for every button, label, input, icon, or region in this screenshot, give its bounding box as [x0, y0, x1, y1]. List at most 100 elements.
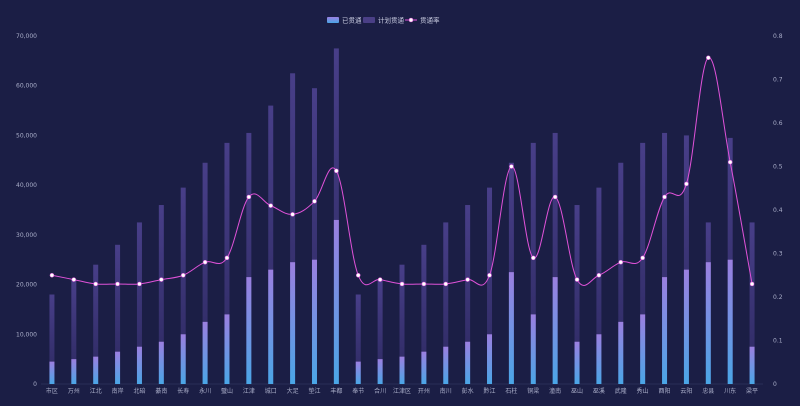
rate-point [727, 159, 733, 165]
y-right-tick-label: 0.4 [773, 207, 783, 214]
x-tick-label: 秀山 [637, 387, 649, 395]
y-axis-right: 0 0.1 0.2 0.3 0.4 0.5 0.6 0.7 0.8 [773, 33, 783, 388]
rate-point [618, 259, 624, 265]
rate-point [334, 168, 339, 174]
plan-bar [574, 205, 580, 384]
x-axis-labels: 市区 万州 江北 南岸 北碚 綦南 长寿 永川 璧山 江津 城口 大足 垫江 丰都 奉节 合川 江津区 开州 南川 彭… [46, 387, 758, 395]
x-tick-label: 铜梁 [527, 387, 539, 395]
legend-label-plan: 计划贯通 [378, 15, 405, 24]
x-tick-label: 市区 [46, 387, 58, 395]
actual-bar [136, 346, 142, 384]
y-right-tick-label: 0.3 [773, 251, 783, 258]
y-right-tick-label: 0.6 [773, 120, 783, 127]
rate-point [290, 212, 295, 217]
rate-line [51, 57, 753, 286]
actual-bar [49, 361, 55, 384]
x-tick-label: 綦南 [155, 387, 167, 395]
x-tick-label: 江北 [90, 387, 102, 395]
legend-swatch-plan [363, 17, 375, 23]
x-tick-label: 城口 [265, 388, 277, 395]
rate-point [465, 277, 470, 282]
x-tick-label: 武隆 [615, 387, 627, 395]
actual-bar [71, 359, 77, 384]
actual-bar [683, 269, 689, 384]
x-tick-label: 石柱 [505, 387, 517, 395]
y-left-tick-label: 50,000 [16, 132, 37, 139]
rate-point [640, 255, 645, 261]
y-right-tick-label: 0.2 [773, 294, 783, 301]
actual-bar [552, 277, 558, 384]
x-tick-label: 万州 [68, 388, 80, 395]
rate-point [487, 273, 492, 278]
actual-bar [618, 321, 624, 384]
plan-bar [180, 187, 186, 384]
x-tick-label: 黔江 [484, 387, 496, 395]
rate-point [443, 281, 449, 287]
rate-point [246, 194, 252, 200]
actual-bar [311, 259, 317, 384]
actual-bar [377, 359, 383, 384]
x-tick-label: 忠县 [702, 387, 714, 395]
x-tick-label: 江津 [243, 388, 255, 395]
x-tick-label: 奉节 [352, 387, 364, 395]
x-tick-label: 北碚 [133, 387, 145, 395]
y-right-tick-label: 0.8 [773, 33, 783, 40]
plan-bar [202, 162, 208, 384]
plan-bar [71, 279, 77, 384]
y-left-tick-label: 40,000 [16, 182, 37, 189]
legend-swatch-rate-point [408, 17, 414, 23]
plan-bar [618, 162, 624, 384]
x-tick-label: 垫江 [308, 387, 320, 395]
actual-bar [465, 341, 471, 384]
actual-bar [180, 334, 186, 384]
rate-point [421, 281, 427, 287]
y-left-tick-label: 60,000 [16, 83, 37, 90]
y-right-tick-label: 0.7 [773, 77, 783, 84]
rate-point [706, 55, 711, 60]
actual-bar [640, 314, 646, 384]
plan-bar [158, 205, 164, 384]
plan-bar [377, 279, 383, 384]
plan-bar [268, 105, 274, 384]
plan-bar [136, 222, 142, 384]
plan-bar [421, 244, 427, 384]
rate-point [49, 273, 55, 278]
actual-bar [574, 341, 580, 384]
x-tick-label: 云阳 [680, 387, 692, 395]
y-axis-left: 0 10,000 20,000 30,000 40,000 50,000 60,000 70,… [16, 33, 37, 388]
plan-bar [443, 222, 449, 384]
actual-bar [508, 272, 514, 384]
legend-swatch-actual [327, 17, 339, 23]
y-right-tick-label: 0 [773, 381, 777, 388]
plan-bar [640, 142, 646, 384]
actual-bar [158, 341, 164, 384]
plan-bar [49, 294, 55, 384]
rate-point [531, 255, 536, 261]
plan-bar [290, 73, 296, 385]
actual-bar [115, 351, 121, 384]
rate-point [355, 273, 361, 278]
x-tick-label: 大足 [287, 387, 299, 395]
y-left-tick-label: 30,000 [16, 232, 37, 239]
actual-bar [290, 262, 296, 384]
actual-bar [727, 259, 733, 384]
plan-bar [530, 142, 536, 384]
rate-point [552, 194, 558, 200]
x-tick-label: 彭水 [462, 387, 474, 395]
y-left-tick-label: 10,000 [16, 331, 37, 338]
x-tick-label: 南岸 [112, 387, 124, 395]
rate-point [180, 273, 186, 278]
y-right-tick-label: 0.5 [773, 164, 783, 171]
plan-bars [49, 48, 755, 385]
y-left-tick-label: 70,000 [16, 33, 37, 40]
x-tick-label: 璧山 [221, 387, 233, 395]
actual-bar [443, 346, 449, 384]
rate-point [399, 281, 405, 287]
rate-point [93, 281, 98, 287]
rate-line-group [49, 55, 755, 287]
plan-bar [749, 222, 755, 384]
plan-bar [683, 135, 689, 384]
actual-bar [399, 356, 405, 384]
